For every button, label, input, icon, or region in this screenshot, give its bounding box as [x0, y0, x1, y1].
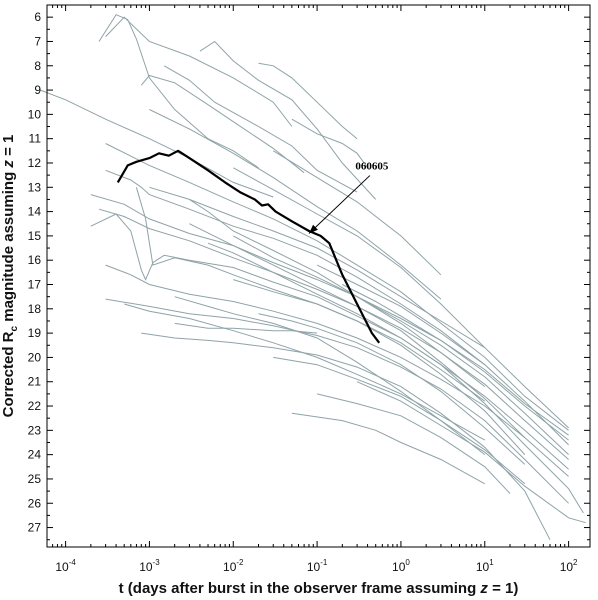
- light-curve-19: [174, 296, 486, 455]
- y-tick-label: 26: [28, 496, 42, 510]
- annotation-arrowhead: [308, 224, 318, 234]
- y-tick-label: 10: [28, 107, 42, 121]
- x-title-var: z: [479, 580, 488, 597]
- light-curve-14: [135, 187, 486, 402]
- light-curve-25: [258, 313, 526, 465]
- x-tick-label: 10-3: [139, 558, 160, 574]
- light-curve-29: [356, 381, 586, 524]
- light-curve-33: [291, 118, 369, 169]
- light-curve-060605: [116, 149, 381, 344]
- series-layer: [40, 14, 586, 540]
- light-curve-18: [174, 322, 318, 334]
- x-title-post: = 1): [488, 580, 518, 597]
- light-curve-23: [233, 235, 569, 455]
- y-tick-label: 13: [28, 180, 42, 194]
- y-tick-label: 20: [28, 350, 42, 364]
- light-curve-2: [105, 16, 293, 127]
- x-axis-title: t (days after burst in the observer fram…: [119, 580, 519, 597]
- light-curve-7: [258, 62, 358, 140]
- light-curve-13: [90, 213, 569, 470]
- light-curve-16: [105, 298, 569, 504]
- annotation-label: 060605: [355, 161, 389, 173]
- y-tick-label: 27: [28, 521, 42, 535]
- light-curve-15: [105, 264, 569, 477]
- y-tick-label: 18: [28, 302, 42, 316]
- light-curve-10: [105, 169, 486, 366]
- light-curve-22: [207, 242, 584, 514]
- light-curve-8: [149, 109, 442, 300]
- light-curve-30: [316, 264, 569, 446]
- light-curve-6: [199, 40, 377, 200]
- plot-frame: [46, 4, 591, 548]
- y-tick-label: 15: [28, 229, 42, 243]
- y-tick-label: 16: [28, 253, 42, 267]
- y-tick-label: 9: [34, 83, 41, 97]
- x-tick-label: 10-2: [223, 558, 244, 574]
- light-curve-27: [316, 393, 511, 494]
- light-curve-35: [124, 303, 486, 441]
- light-curve-24: [233, 279, 526, 455]
- y-tick-label: 24: [28, 448, 42, 462]
- annotation-arrow-line: [308, 175, 371, 234]
- light-curve-31: [233, 167, 486, 349]
- y-tick-label: 22: [28, 399, 42, 413]
- light-curve-26: [273, 356, 526, 485]
- y-title-mid: magnitude assuming: [0, 168, 17, 326]
- y-tick-label: 14: [28, 205, 42, 219]
- light-curve-9: [105, 143, 569, 431]
- light-curve-32: [273, 150, 442, 276]
- y-title-sub: c: [9, 326, 20, 332]
- y-tick-label: 17: [28, 278, 42, 292]
- light-curve-17: [141, 332, 551, 540]
- y-tick-label: 11: [29, 132, 42, 146]
- y-tick-label: 25: [28, 472, 42, 486]
- x-tick-label: 10-1: [307, 558, 328, 574]
- x-tick-label: 102: [560, 558, 578, 574]
- light-curve-3: [40, 89, 274, 198]
- y-title-var: z: [0, 160, 17, 169]
- y-tick-label: 6: [34, 10, 41, 24]
- y-axis-title: Corrected Rc magnitude assuming z = 1: [0, 135, 20, 418]
- light-curve-34: [149, 186, 569, 429]
- light-curve-28: [291, 412, 486, 485]
- ticks-layer: 10-4 10-3 10-2 10-1 100 101 102 6 7 8 9 10 11 12 13 14 1…: [28, 4, 590, 574]
- y-tick-label: 8: [34, 59, 41, 73]
- x-tick-label: 101: [476, 558, 494, 574]
- annotation-layer: 060605: [308, 161, 389, 234]
- light-curve-5: [163, 65, 358, 193]
- y-title-post: = 1: [0, 135, 17, 160]
- light-curve-4: [140, 74, 305, 174]
- y-tick-label: 7: [34, 34, 41, 48]
- y-tick-label: 19: [28, 326, 42, 340]
- x-title-pre: t (days after burst in the observer fram…: [119, 580, 481, 597]
- light-curve-1: [98, 14, 259, 169]
- y-tick-label: 12: [28, 156, 42, 170]
- x-tick-label: 100: [392, 558, 410, 574]
- highlight-layer: [116, 149, 381, 344]
- light-curve-36: [342, 284, 569, 436]
- y-tick-label: 21: [28, 375, 42, 389]
- y-tick-label: 23: [28, 423, 42, 437]
- x-tick-label: 10-4: [55, 558, 76, 574]
- light-curve-11: [90, 194, 569, 441]
- y-title-pre: Corrected R: [0, 331, 17, 417]
